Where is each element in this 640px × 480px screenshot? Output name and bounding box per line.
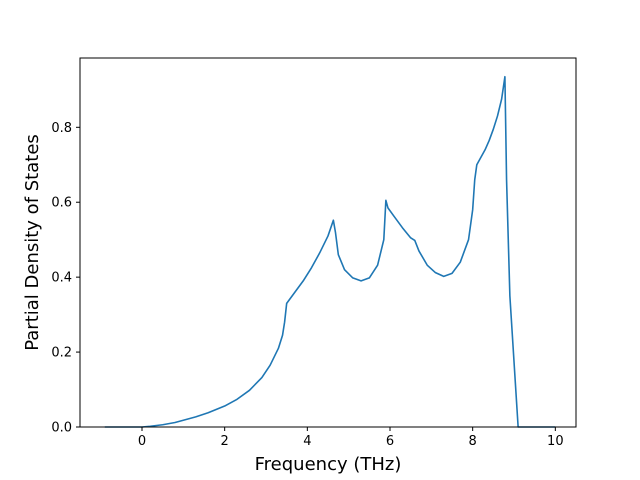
y-axis-label: Partial Density of States <box>22 134 43 351</box>
x-tick-label: 6 <box>386 434 394 449</box>
axes-frame <box>79 57 577 428</box>
x-tick-label: 10 <box>547 434 564 449</box>
y-tick-label: 0.2 <box>51 346 72 361</box>
x-tick-label: 8 <box>469 434 477 449</box>
x-tick-label: 0 <box>138 434 146 449</box>
y-tick-label: 0.0 <box>51 421 72 436</box>
y-tick-label: 0.6 <box>51 196 72 211</box>
x-tick-label: 4 <box>303 434 311 449</box>
y-tick-label: 0.4 <box>51 271 72 286</box>
plot-area <box>79 57 577 428</box>
y-axis-ticks: 0.0 0.2 0.4 0.6 0.8 <box>51 121 80 436</box>
x-tick-label: 2 <box>221 434 229 449</box>
x-axis-label: Frequency (THz) <box>255 454 402 475</box>
y-tick-label: 0.8 <box>51 121 72 136</box>
x-axis-ticks: 0 2 4 6 8 10 <box>138 427 564 449</box>
series-line <box>104 75 556 428</box>
